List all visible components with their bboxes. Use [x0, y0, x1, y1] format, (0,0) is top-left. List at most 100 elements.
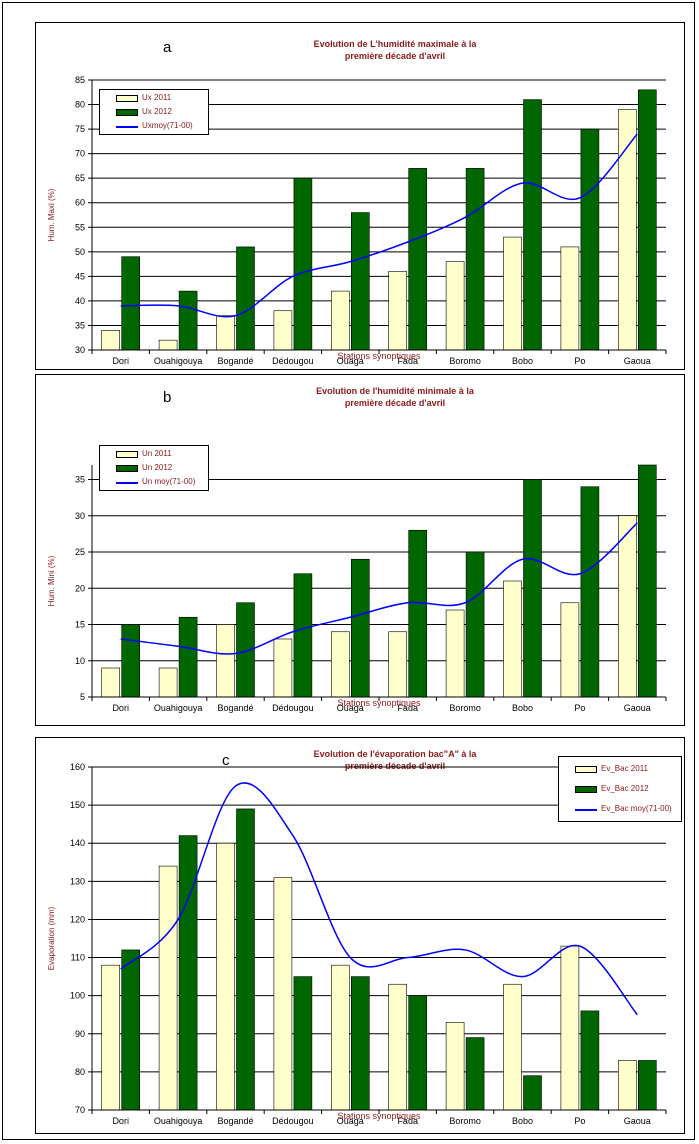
y-tick-label: 140	[70, 838, 85, 848]
legend-line-normal	[575, 809, 597, 811]
legend-b: Un 2011 Un 2012 Un moy(71-00)	[99, 445, 209, 491]
y-tick-label: 120	[70, 914, 85, 924]
bar	[101, 964, 120, 1111]
chart-panel-a: a Evolution de L'humidité maximale à la …	[35, 22, 685, 370]
bar	[273, 310, 293, 351]
bar	[216, 842, 235, 1111]
bar	[121, 256, 140, 351]
x-tick-label: Fada	[397, 356, 418, 366]
bar	[445, 1022, 465, 1111]
bar	[560, 602, 580, 698]
legend-swatch-2011	[575, 766, 597, 773]
bar	[617, 109, 637, 351]
bar	[158, 339, 178, 351]
legend-item-un-2011: Un 2011	[100, 448, 208, 462]
normal-line	[120, 782, 638, 1016]
bar	[408, 529, 428, 698]
chart-a: 30 35 40 45 50 55 60 65 70 75 80 85 Dori Ouahigouya Bo…	[47, 75, 667, 366]
y-tick-label: 80	[75, 100, 85, 110]
chart-panel-b: b Evolution de l'humidité minimale à la …	[35, 374, 685, 726]
bar	[178, 616, 198, 698]
bar	[388, 983, 408, 1111]
x-tick-label: Dédougou	[272, 703, 314, 713]
y-tick-label: 20	[75, 583, 85, 593]
x-tick-label: Ouaga	[337, 356, 364, 366]
legend-label: Un moy(71-00)	[142, 477, 196, 486]
legend-swatch-2011	[116, 95, 138, 102]
x-tick-label: Dori	[112, 1116, 129, 1126]
x-tick-label: Po	[574, 1116, 585, 1126]
bar	[408, 168, 428, 351]
panel-letter-b: b	[163, 389, 172, 406]
y-tick-label: 150	[70, 800, 85, 810]
y-tick-label: 50	[75, 247, 85, 257]
bar	[350, 976, 370, 1111]
x-tick-label: Bogandé	[217, 1116, 253, 1126]
chart-c: 70 80 90 100 110 120 130 140 150 160 Dori Ouahigouy…	[47, 762, 667, 1126]
bar	[503, 580, 522, 698]
panel-letter-a: a	[163, 39, 172, 56]
bar	[178, 290, 198, 351]
bar	[216, 315, 235, 351]
legend-item-ev-2011: Ev_Bac 2011	[559, 763, 681, 777]
x-tick-label: Dori	[112, 356, 129, 366]
bar	[445, 609, 465, 698]
legend-line-normal	[116, 482, 138, 484]
x-tick-label: Gaoua	[624, 356, 651, 366]
x-tick-label: Boromo	[449, 1116, 481, 1126]
legend-swatch-2012	[116, 465, 138, 472]
bar	[350, 212, 370, 351]
bar	[580, 1010, 600, 1111]
y-tick-label: 110	[71, 953, 85, 963]
bar	[445, 261, 465, 351]
chart-b: 5 10 15 20 25 30 35 Dori Ouahigouya Bogandé Dédoug…	[47, 464, 667, 713]
bar	[580, 486, 600, 698]
bar	[293, 976, 313, 1111]
y-axis-label: Hum. Maxi (%)	[47, 188, 56, 241]
y-tick-label: 130	[70, 876, 85, 886]
bar	[293, 573, 313, 698]
y-tick-label: 30	[75, 345, 85, 355]
legend-item-evmoy: Ev_Bac moy(71-00)	[559, 803, 681, 817]
bar	[330, 631, 350, 698]
x-axis-label: Stations synoptiques	[337, 1111, 421, 1121]
y-tick-label: 75	[75, 124, 85, 134]
x-tick-label: Boromo	[449, 703, 481, 713]
y-tick-label: 35	[75, 320, 85, 330]
bar	[637, 89, 657, 351]
normal-line	[120, 133, 638, 318]
x-tick-label: Dédougou	[272, 1116, 314, 1126]
bar	[273, 638, 293, 698]
bar	[350, 558, 370, 698]
legend-item-unmoy: Un moy(71-00)	[100, 476, 208, 490]
legend-item-ux-2011: Ux 2011	[100, 92, 208, 106]
y-tick-label: 100	[70, 991, 85, 1001]
legend-a: Ux 2011 Ux 2012 Uxmoy(71-00)	[99, 89, 209, 135]
bar	[388, 631, 408, 698]
chart-title-b-line1: Evolution de l'humidité minimale à la	[316, 386, 474, 396]
bar	[388, 271, 408, 351]
bar	[503, 983, 522, 1111]
panel-letter-c: c	[222, 752, 230, 769]
x-tick-label: Ouahigouya	[154, 703, 203, 713]
bar	[273, 877, 293, 1111]
chart-title-a-line2: première décade d'avril	[344, 51, 446, 61]
bar	[158, 865, 178, 1111]
legend-item-un-2012: Un 2012	[100, 462, 208, 476]
legend-label: Uxmoy(71-00)	[142, 121, 193, 130]
x-tick-label: Po	[574, 356, 585, 366]
y-tick-label: 85	[75, 75, 85, 85]
x-axis-label: Stations synoptiques	[337, 698, 421, 708]
x-tick-label: Ouahigouya	[154, 1116, 203, 1126]
legend-item-ux-2012: Ux 2012	[100, 106, 208, 120]
y-tick-label: 90	[75, 1029, 85, 1039]
x-tick-label: Fada	[397, 1116, 418, 1126]
legend-swatch-2011	[116, 451, 138, 458]
x-tick-label: Gaoua	[624, 703, 651, 713]
chart-title-c-line2: première décade d'avril	[344, 761, 446, 771]
legend-label: Un 2011	[142, 449, 172, 458]
bar	[178, 835, 198, 1111]
bar	[637, 1060, 657, 1111]
x-tick-label: Bobo	[512, 1116, 533, 1126]
